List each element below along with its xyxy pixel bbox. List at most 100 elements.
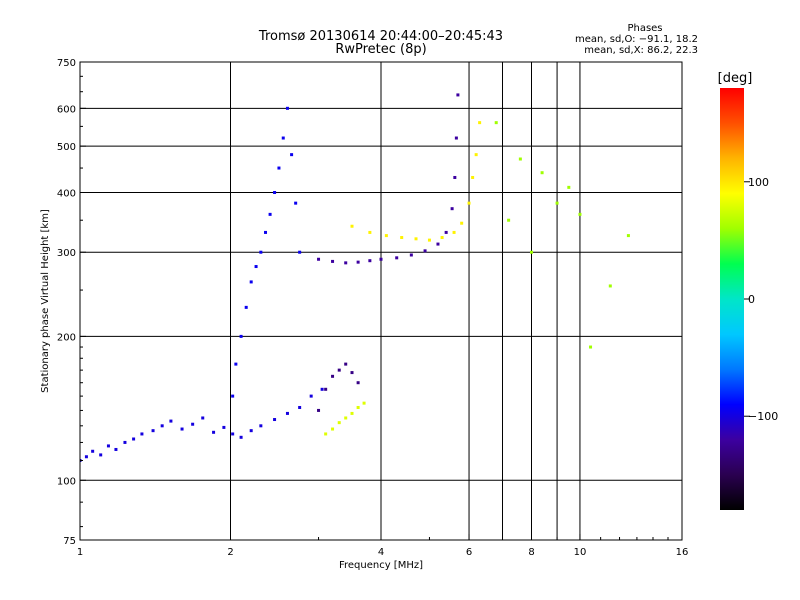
stats-x-mode: mean, sd,X: 86.2, 22.3 [584,45,698,56]
chart-title: Tromsø 20130614 20:44:00–20:45:43 [258,29,503,44]
data-point [530,250,533,254]
data-point [320,387,324,391]
data-point [294,201,298,205]
data-point [317,257,321,261]
data-point [368,230,372,234]
data-point [356,405,360,409]
data-point [344,261,348,265]
data-point [444,230,448,234]
data-point [540,171,544,175]
colorbar [720,88,744,510]
data-point [474,153,478,157]
y-axis-label: Stationary phase Virtual Height [km] [40,209,51,393]
data-point [436,242,440,246]
data-point [324,387,328,391]
grid-lines [80,62,682,540]
data-point [317,408,321,412]
data-point [414,237,418,241]
x-tick-label: 16 [676,547,689,558]
data-point [106,444,110,448]
data-point [324,432,328,436]
y-ticks: 75 100 200 300 400 500 600 750 [57,58,86,547]
data-point [309,394,313,398]
data-point [298,405,302,409]
data-point [201,416,205,420]
data-point [169,419,173,423]
x-tick-label: 6 [466,547,472,558]
x-ticks: 1 2 4 6 8 10 16 [77,534,689,558]
data-point [440,236,444,240]
y-tick-label: 600 [57,104,76,115]
data-point [249,280,253,284]
data-point [400,236,404,240]
y-tick-label: 200 [57,332,76,343]
data-point [350,224,354,228]
data-point [409,253,413,257]
data-point [264,230,268,234]
stats-heading: Phases [627,23,662,34]
data-point [555,201,559,205]
y-tick-label: 100 [57,476,76,487]
data-point [608,284,612,288]
data-point [356,260,360,264]
data-point [578,212,582,216]
data-point [231,432,235,436]
data-point [350,371,354,375]
data-point [114,447,118,451]
data-point [331,259,335,263]
y-tick-label: 400 [57,188,76,199]
data-point [234,362,238,366]
data-point [427,238,431,242]
data-point [212,430,216,434]
x-tick-label: 1 [77,547,83,558]
chart-subtitle: RwPretec (8p) [335,42,426,57]
data-point [453,175,457,179]
data-point [222,425,226,429]
data-point [467,201,471,205]
data-point [281,136,285,140]
data-point [91,449,95,453]
data-point [259,424,263,428]
data-point [456,93,460,97]
data-point [589,345,593,349]
data-point [507,218,511,222]
colorbar-tick-label: −100 [748,410,778,423]
data-point [285,411,289,415]
data-point [298,250,302,254]
data-point [84,455,88,459]
y-tick-label: 75 [63,536,76,547]
data-point [331,374,335,378]
data-point [151,429,155,433]
data-point [344,416,348,420]
x-tick-label: 4 [378,547,384,558]
stats-o-mode: mean, sd,O: −91.1, 18.2 [575,34,698,45]
data-point [454,136,458,140]
data-point [362,401,366,405]
y-tick-label: 500 [57,142,76,153]
colorbar-label: [deg] [718,71,753,86]
data-point [368,259,372,263]
data-point [450,207,454,211]
data-point [337,368,341,372]
x-tick-label: 8 [528,547,534,558]
data-point [160,424,164,428]
data-point [273,418,277,422]
data-point [471,175,475,179]
data-point [239,334,243,338]
x-tick-label: 10 [574,547,587,558]
colorbar-ticks: 100 0 −100 [744,176,778,423]
data-point [384,234,388,238]
data-point [452,230,456,234]
data-point [277,166,281,170]
data-point [567,185,571,189]
y-tick-label: 750 [57,58,76,69]
data-point [494,121,498,125]
data-point [331,427,335,431]
data-point [239,435,243,439]
data-point [140,432,144,436]
data-point [460,221,464,225]
colorbar-tick-label: 100 [748,176,769,189]
data-point [180,427,184,431]
colorbar-tick-label: 0 [748,293,755,306]
